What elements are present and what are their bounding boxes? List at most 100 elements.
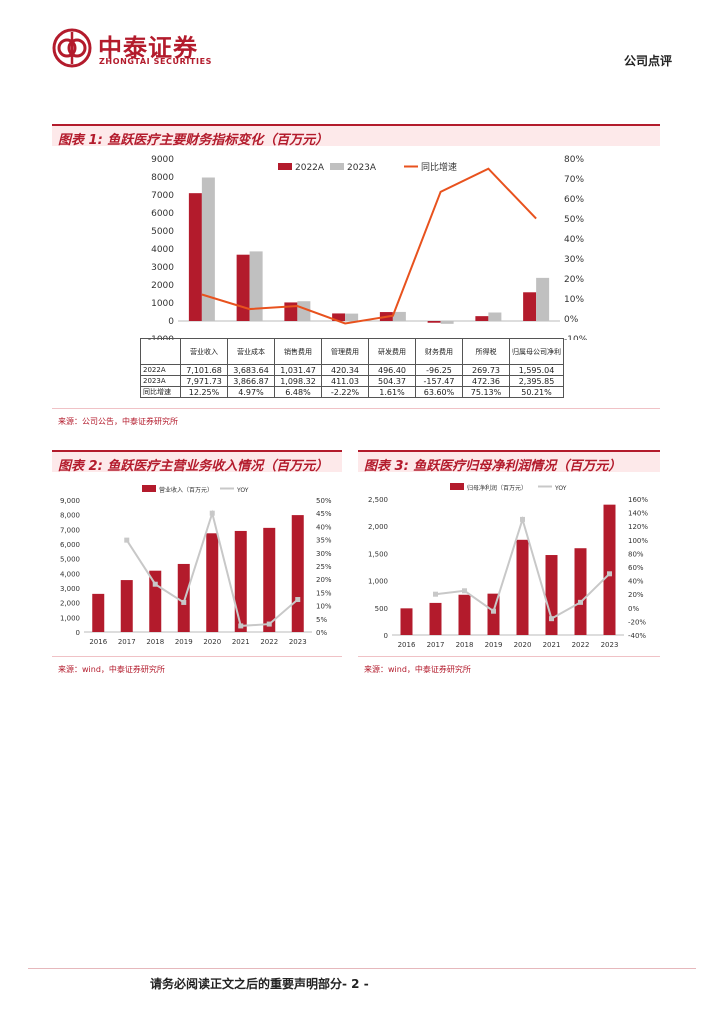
- fig3-title: 图表 3: 鱼跃医疗归母净利润情况（百万元）: [358, 450, 660, 474]
- y-tick-label: 1,000: [368, 578, 388, 586]
- bar-归母净利润（百万元）: [603, 504, 616, 635]
- bar-2022A: [188, 193, 202, 321]
- yoy-marker: [124, 537, 130, 543]
- fig3-bottom-rule: [358, 656, 660, 657]
- y-tick-label: 4,000: [60, 570, 80, 578]
- y-tick-label: 5,000: [60, 556, 80, 564]
- y2-tick-label: -40%: [628, 632, 646, 640]
- yoy-marker: [209, 510, 215, 516]
- x-tick-label: 2016: [89, 638, 107, 646]
- y2-tick-label: 70%: [564, 175, 584, 185]
- bar-归母净利润（百万元）: [574, 548, 587, 635]
- fig2-bottom-rule: [52, 656, 342, 657]
- y-tick-label: 7000: [151, 191, 174, 201]
- y-tick-label: 2,500: [368, 496, 388, 504]
- x-tick-label: 2018: [456, 641, 474, 649]
- table-cell: 420.34: [321, 364, 369, 376]
- bar-归母净利润（百万元）: [429, 602, 442, 635]
- x-tick-label: 2020: [203, 638, 221, 646]
- bar-2022A: [332, 313, 346, 321]
- bar-2023A: [440, 321, 454, 324]
- table-header-cell: 营业成本: [227, 338, 275, 365]
- y-tick-label: 1,500: [368, 550, 388, 558]
- y2-tick-label: 80%: [628, 550, 644, 558]
- legend-label: YOY: [236, 487, 249, 494]
- y2-tick-label: 0%: [628, 605, 639, 613]
- footer-rule: [28, 968, 696, 969]
- y-tick-label: 9,000: [60, 497, 80, 505]
- table-header-cell: 研发费用: [368, 338, 416, 365]
- table-cell: 63.60%: [415, 386, 463, 398]
- legend-swatch: [450, 483, 464, 490]
- table-row: 2023A 7,971.73 3,866.87 1,098.32 411.03 …: [140, 375, 564, 387]
- y2-tick-label: 45%: [316, 510, 332, 518]
- bar-2023A: [392, 311, 406, 321]
- legend-label: 同比增速: [421, 161, 457, 173]
- legend-label: 归母净利润（百万元）: [467, 484, 527, 492]
- y2-tick-label: 30%: [564, 255, 584, 265]
- x-tick-label: 2022: [572, 641, 590, 649]
- table-cell: 1,031.47: [274, 364, 322, 376]
- fig1-title: 图表 1: 鱼跃医疗主要财务指标变化（百万元）: [52, 124, 660, 148]
- y2-tick-label: 20%: [564, 275, 584, 285]
- bar-归母净利润（百万元）: [545, 555, 558, 635]
- yoy-marker: [491, 608, 496, 614]
- table-cell: -157.47: [415, 375, 463, 387]
- bar-归母净利润（百万元）: [516, 539, 529, 635]
- table-corner-cell: [140, 338, 181, 365]
- y2-tick-label: 50%: [564, 215, 584, 225]
- yoy-marker: [238, 623, 244, 629]
- y-tick-label: -1000: [148, 335, 174, 340]
- x-tick-label: 2017: [118, 638, 136, 646]
- table-cell: 3,683.64: [227, 364, 275, 376]
- bar-归母净利润（百万元）: [458, 594, 471, 635]
- table-header-cell: 所得税: [462, 338, 510, 365]
- x-tick-label: 2019: [175, 638, 193, 646]
- table-cell: -2.22%: [321, 386, 369, 398]
- y2-tick-label: 10%: [564, 295, 584, 305]
- bar-营业收入（百万元）: [206, 533, 219, 632]
- y2-tick-label: 0%: [316, 629, 327, 637]
- table-cell: 1,595.04: [509, 364, 564, 376]
- y2-tick-label: 50%: [316, 497, 332, 505]
- y2-tick-label: 160%: [628, 496, 648, 504]
- table-cell: 75.13%: [462, 386, 510, 398]
- page-number: - 2 -: [342, 977, 369, 991]
- x-tick-label: 2021: [232, 638, 250, 646]
- yoy-marker: [295, 597, 301, 603]
- y-tick-label: 7,000: [60, 526, 80, 534]
- zhongtai-logo-icon: [52, 28, 92, 68]
- table-cell: -96.25: [415, 364, 463, 376]
- yoy-marker: [520, 516, 525, 522]
- y-tick-label: 9000: [151, 155, 174, 165]
- bar-2022A: [475, 316, 489, 321]
- legend-label: YOY: [554, 485, 567, 492]
- bar-2023A: [249, 251, 263, 321]
- table-cell: 1.61%: [368, 386, 416, 398]
- y2-tick-label: 15%: [316, 589, 332, 597]
- y-tick-label: 6000: [151, 209, 174, 219]
- y2-tick-label: 5%: [316, 616, 327, 624]
- company-logo: 中泰证券 ZHONGTAI SECURITIES: [52, 26, 242, 74]
- table-header-cell: 销售费用: [274, 338, 322, 365]
- logo-text-cn: 中泰证券: [98, 34, 198, 62]
- x-tick-label: 2018: [146, 638, 164, 646]
- table-cell: 504.37: [368, 375, 416, 387]
- y2-tick-label: 25%: [316, 563, 332, 571]
- y-tick-label: 1,000: [60, 614, 80, 622]
- bar-营业收入（百万元）: [149, 570, 162, 632]
- x-tick-label: 2022: [260, 638, 278, 646]
- table-header-cell: 管理费用: [321, 338, 369, 365]
- table-cell: 411.03: [321, 375, 369, 387]
- table-cell: 7,101.68: [180, 364, 228, 376]
- yoy-marker: [462, 588, 467, 594]
- y-tick-label: 4000: [151, 245, 174, 255]
- bar-营业收入（百万元）: [177, 563, 190, 632]
- table-row: 同比增速 12.25% 4.97% 6.48% -2.22% 1.61% 63.…: [140, 386, 564, 398]
- yoy-marker: [266, 621, 272, 627]
- yoy-marker: [152, 581, 158, 587]
- y2-tick-label: 20%: [628, 591, 644, 599]
- x-tick-label: 2016: [398, 641, 416, 649]
- y2-tick-label: 40%: [628, 578, 644, 586]
- yoy-marker: [578, 599, 583, 605]
